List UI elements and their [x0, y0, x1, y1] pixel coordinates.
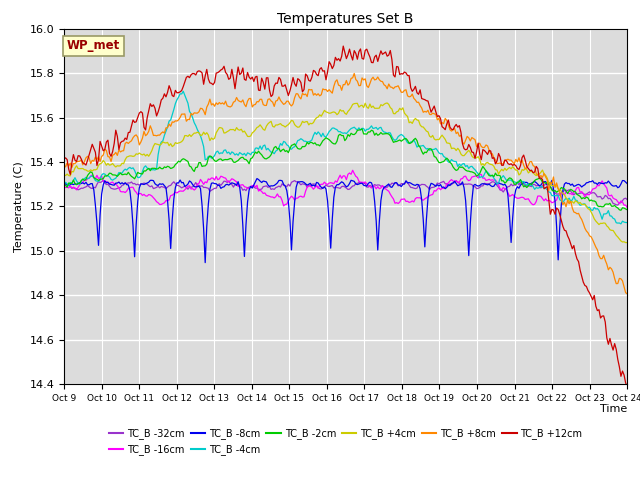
- TC_B -16cm: [228, 176, 236, 181]
- TC_B +8cm: [247, 96, 255, 101]
- TC_B -2cm: [593, 203, 601, 208]
- TC_B +12cm: [339, 43, 347, 49]
- TC_B -32cm: [230, 184, 237, 190]
- TC_B -2cm: [307, 140, 314, 145]
- TC_B -16cm: [593, 182, 601, 188]
- TC_B -8cm: [253, 176, 261, 181]
- TC_B -32cm: [99, 177, 107, 183]
- TC_B -4cm: [60, 181, 68, 187]
- Line: TC_B -2cm: TC_B -2cm: [64, 129, 627, 210]
- TC_B -32cm: [248, 183, 256, 189]
- TC_B -4cm: [593, 206, 601, 212]
- TC_B -8cm: [248, 185, 256, 191]
- TC_B -32cm: [308, 181, 316, 187]
- TC_B +4cm: [593, 220, 601, 226]
- TC_B +8cm: [256, 96, 264, 102]
- Line: TC_B -4cm: TC_B -4cm: [64, 91, 627, 224]
- TC_B -16cm: [247, 184, 255, 190]
- TC_B -2cm: [617, 207, 625, 213]
- TC_B +8cm: [60, 162, 68, 168]
- TC_B -8cm: [230, 180, 237, 186]
- Line: TC_B +4cm: TC_B +4cm: [64, 103, 627, 242]
- TC_B +12cm: [60, 156, 68, 162]
- Text: WP_met: WP_met: [67, 39, 120, 52]
- TC_B +4cm: [622, 240, 630, 245]
- TC_B -4cm: [617, 221, 625, 227]
- TC_B -16cm: [307, 183, 314, 189]
- TC_B -32cm: [593, 194, 601, 200]
- TC_B +8cm: [228, 103, 236, 109]
- TC_B +8cm: [623, 291, 631, 297]
- TC_B +8cm: [307, 87, 314, 93]
- TC_B -32cm: [614, 202, 621, 208]
- TC_B -4cm: [623, 220, 631, 226]
- TC_B +4cm: [307, 120, 314, 126]
- TC_B +4cm: [247, 133, 255, 139]
- TC_B -4cm: [248, 149, 256, 155]
- TC_B -2cm: [623, 207, 631, 213]
- TC_B +12cm: [247, 76, 255, 82]
- TC_B -4cm: [129, 165, 137, 171]
- TC_B -2cm: [228, 156, 236, 162]
- TC_B +8cm: [593, 247, 601, 252]
- TC_B -2cm: [358, 126, 366, 132]
- TC_B -8cm: [129, 223, 137, 228]
- TC_B +12cm: [593, 308, 601, 313]
- TC_B -8cm: [623, 181, 631, 187]
- Y-axis label: Temperature (C): Temperature (C): [14, 161, 24, 252]
- TC_B -32cm: [131, 180, 138, 186]
- TC_B -4cm: [179, 88, 187, 94]
- TC_B -32cm: [60, 180, 68, 186]
- TC_B -8cm: [202, 260, 209, 265]
- Line: TC_B -8cm: TC_B -8cm: [64, 179, 627, 263]
- TC_B +4cm: [383, 100, 391, 106]
- TC_B -16cm: [129, 184, 137, 190]
- TC_B -32cm: [623, 197, 631, 203]
- TC_B -2cm: [247, 156, 255, 162]
- TC_B +4cm: [256, 122, 264, 128]
- TC_B +4cm: [228, 127, 236, 132]
- TC_B -8cm: [595, 180, 603, 185]
- TC_B +4cm: [129, 154, 137, 159]
- TC_B -2cm: [129, 175, 137, 180]
- Legend: TC_B -32cm, TC_B -16cm, TC_B -8cm, TC_B -4cm, TC_B -2cm, TC_B +4cm, TC_B +8cm, T: TC_B -32cm, TC_B -16cm, TC_B -8cm, TC_B …: [105, 424, 586, 459]
- TC_B -16cm: [349, 168, 356, 173]
- TC_B -32cm: [258, 186, 266, 192]
- Line: TC_B -16cm: TC_B -16cm: [64, 170, 627, 207]
- TC_B -16cm: [623, 204, 631, 210]
- TC_B -16cm: [60, 184, 68, 190]
- Text: Time: Time: [600, 404, 627, 414]
- TC_B +4cm: [623, 240, 631, 245]
- TC_B +8cm: [350, 71, 358, 76]
- TC_B -4cm: [308, 137, 316, 143]
- TC_B -4cm: [258, 146, 266, 152]
- TC_B -8cm: [60, 179, 68, 185]
- TC_B -2cm: [256, 150, 264, 156]
- TC_B +4cm: [60, 172, 68, 178]
- TC_B +12cm: [256, 88, 264, 94]
- TC_B +12cm: [228, 66, 236, 72]
- TC_B -8cm: [259, 178, 267, 184]
- Line: TC_B +12cm: TC_B +12cm: [64, 46, 627, 386]
- Title: Temperatures Set B: Temperatures Set B: [277, 12, 414, 26]
- Line: TC_B -32cm: TC_B -32cm: [64, 180, 627, 205]
- TC_B -8cm: [310, 182, 317, 188]
- TC_B -4cm: [230, 150, 237, 156]
- TC_B +12cm: [623, 384, 631, 389]
- TC_B +8cm: [129, 135, 137, 141]
- TC_B +12cm: [307, 78, 314, 84]
- TC_B +12cm: [129, 117, 137, 123]
- TC_B -16cm: [256, 187, 264, 193]
- Line: TC_B +8cm: TC_B +8cm: [64, 73, 627, 294]
- TC_B -2cm: [60, 181, 68, 187]
